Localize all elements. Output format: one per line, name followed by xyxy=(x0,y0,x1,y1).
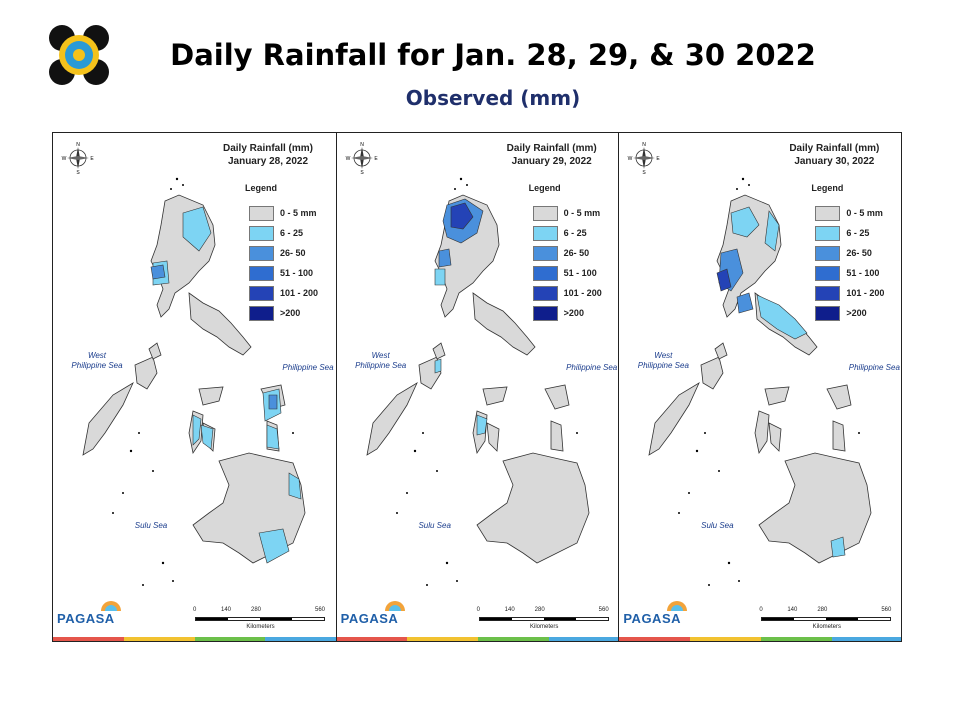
umbrella-logo-icon xyxy=(384,601,405,611)
umbrella-logo-icon xyxy=(667,601,688,611)
legend-item: 6 - 25 xyxy=(532,223,602,243)
pagasa-name: PAGASA xyxy=(340,611,399,626)
sea-label-sulu: Sulu Sea xyxy=(134,521,168,530)
page-subtitle: Observed (mm) xyxy=(405,86,581,110)
umbrella-logo-icon xyxy=(101,601,121,611)
pagasa-branding: PAGASA xyxy=(341,599,413,629)
map-panel-jan-30: Daily Rainfall (mm) January 30, 2022 N S… xyxy=(618,133,902,641)
legend-item: 0 - 5 mm xyxy=(532,203,602,223)
sea-label-sulu: Sulu Sea xyxy=(418,521,451,530)
svg-text:E: E xyxy=(374,156,378,162)
svg-text:W: W xyxy=(628,156,633,162)
svg-text:N: N xyxy=(643,142,647,148)
pagasa-logo xyxy=(49,25,109,85)
sea-label-sulu: Sulu Sea xyxy=(701,521,734,530)
map-title: Daily Rainfall (mm) January 30, 2022 xyxy=(769,142,899,168)
svg-text:S: S xyxy=(643,170,647,175)
legend-item: >200 xyxy=(532,303,602,323)
philippines-map xyxy=(366,177,590,586)
map-panel-jan-28: Daily Rainfall (mm) January 28, 2022 N S… xyxy=(53,133,336,641)
map-title-date: January 30, 2022 xyxy=(794,156,875,167)
legend-item: >200 xyxy=(815,303,884,323)
sea-label-west-philippine: West Philippine Sea xyxy=(355,351,407,370)
map-title-line1: Daily Rainfall (mm) xyxy=(506,143,597,154)
scale-bar: 0 140 280 560 Kilometers xyxy=(476,607,609,630)
philippines-map xyxy=(648,177,872,586)
svg-text:N: N xyxy=(76,142,80,148)
legend: 0 - 5 mm 6 - 25 26- 50 51 - 100 101 - 20… xyxy=(532,203,602,323)
legend-item: 51 - 100 xyxy=(249,263,318,283)
legend-item: 26- 50 xyxy=(815,243,884,263)
svg-text:E: E xyxy=(90,156,94,162)
sea-label-philippine: Philippine Sea xyxy=(848,363,900,372)
legend-item: 101 - 200 xyxy=(532,283,602,303)
legend-item: 6 - 25 xyxy=(249,223,318,243)
legend-item: 26- 50 xyxy=(532,243,602,263)
svg-text:E: E xyxy=(657,156,661,162)
legend-title: Legend xyxy=(245,183,278,193)
philippines-map xyxy=(82,177,306,586)
sea-label-philippine: Philippine Sea xyxy=(566,363,618,372)
sea-label-philippine: Philippine Sea xyxy=(282,363,334,372)
legend-item: 6 - 25 xyxy=(815,223,884,243)
map-title: Daily Rainfall (mm) January 29, 2022 xyxy=(487,142,617,168)
legend-item: 51 - 100 xyxy=(815,263,884,283)
svg-text:W: W xyxy=(62,156,67,162)
map-title: Daily Rainfall (mm) January 28, 2022 xyxy=(203,142,333,168)
svg-text:W: W xyxy=(345,156,350,162)
pagasa-branding: PAGASA xyxy=(57,599,129,629)
svg-text:S: S xyxy=(360,170,364,175)
svg-text:N: N xyxy=(360,142,364,148)
map-title-line1: Daily Rainfall (mm) xyxy=(222,143,314,154)
map-title-date: January 29, 2022 xyxy=(511,156,592,167)
maps-row: Daily Rainfall (mm) January 28, 2022 N S… xyxy=(52,132,902,642)
legend-item: 0 - 5 mm xyxy=(815,203,884,223)
sea-label-west-philippine: West Philippine Sea xyxy=(637,351,689,370)
pagasa-name: PAGASA xyxy=(623,611,681,626)
map-title-line1: Daily Rainfall (mm) xyxy=(789,143,880,154)
legend-item: 101 - 200 xyxy=(249,283,318,303)
legend: 0 - 5 mm 6 - 25 26- 50 51 - 100 101 - 20… xyxy=(249,203,318,323)
color-stripe xyxy=(619,637,902,641)
scale-bar: 0 140 280 560 Kilometers xyxy=(759,607,892,630)
legend-item: 101 - 200 xyxy=(815,283,884,303)
legend-title: Legend xyxy=(811,183,844,193)
compass-rose-icon: N S E W xyxy=(62,142,95,175)
legend-item: >200 xyxy=(249,303,318,323)
compass-rose-icon: N S E W xyxy=(345,142,378,175)
page-title: Daily Rainfall for Jan. 28, 29, & 30 202… xyxy=(170,38,816,72)
legend-title: Legend xyxy=(528,183,561,193)
legend-item: 0 - 5 mm xyxy=(249,203,318,223)
legend-item: 26- 50 xyxy=(249,243,318,263)
compass-rose-icon: N S E W xyxy=(628,142,661,175)
scale-bar: 0 140 280 560 Kilometers xyxy=(193,607,326,630)
legend: 0 - 5 mm 6 - 25 26- 50 51 - 100 101 - 20… xyxy=(815,203,884,323)
pagasa-name: PAGASA xyxy=(57,611,115,626)
map-title-date: January 28, 2022 xyxy=(227,156,309,167)
color-stripe xyxy=(53,637,336,641)
pagasa-branding: PAGASA xyxy=(623,599,695,629)
svg-text:S: S xyxy=(76,170,80,175)
sea-label-west-philippine: West Philippine Sea xyxy=(71,351,123,370)
color-stripe xyxy=(336,637,619,641)
map-panel-jan-29: Daily Rainfall (mm) January 29, 2022 N S… xyxy=(335,133,619,641)
legend-item: 51 - 100 xyxy=(532,263,602,283)
